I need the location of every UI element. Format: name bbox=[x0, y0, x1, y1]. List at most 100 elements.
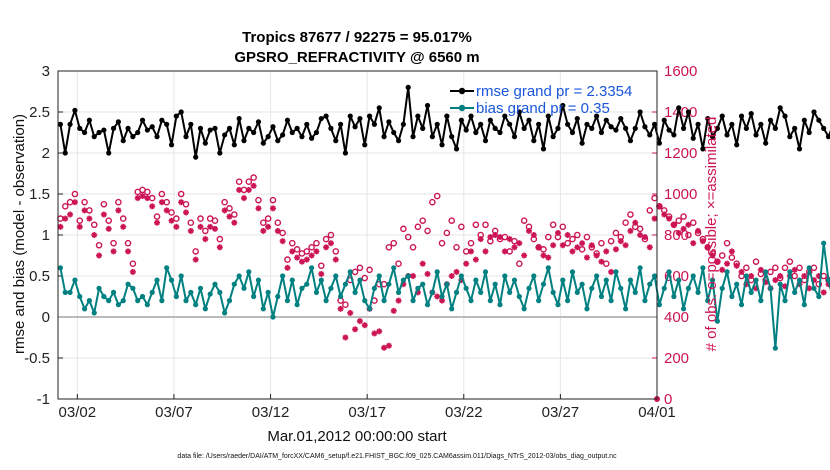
obs-assimilated-marker bbox=[525, 227, 532, 234]
rmse-point bbox=[415, 113, 421, 119]
rmse-point bbox=[106, 150, 112, 156]
obs-assimilated-marker bbox=[685, 221, 692, 228]
obs-assimilated-marker bbox=[294, 254, 301, 261]
obs-assimilated-marker bbox=[482, 248, 489, 255]
obs-assimilated-marker bbox=[236, 186, 243, 193]
bias-point bbox=[584, 306, 590, 312]
bias-point bbox=[275, 293, 281, 300]
rmse-point bbox=[821, 125, 827, 131]
rmse-point bbox=[787, 134, 793, 140]
rmse-point bbox=[468, 113, 474, 119]
bias-point bbox=[434, 269, 440, 275]
rmse-point bbox=[695, 121, 701, 127]
obs-possible-marker bbox=[100, 200, 108, 208]
obs-assimilated-marker bbox=[617, 238, 624, 245]
obs-assimilated-marker bbox=[313, 248, 320, 255]
y-left-tick-label: 2 bbox=[42, 145, 50, 162]
bias-point bbox=[796, 277, 803, 283]
obs-possible-marker bbox=[255, 196, 262, 204]
rmse-point bbox=[217, 150, 223, 156]
obs-assimilated-marker bbox=[806, 285, 813, 292]
rmse-point bbox=[289, 129, 295, 136]
rmse-point bbox=[260, 140, 266, 146]
obs-assimilated-marker bbox=[675, 229, 682, 236]
legend-bias-marker bbox=[458, 104, 466, 112]
rmse-point bbox=[371, 121, 378, 127]
rmse-point bbox=[521, 125, 527, 131]
obs-assimilated-marker bbox=[704, 244, 711, 251]
bias-point bbox=[468, 298, 474, 304]
obs-assimilated-marker bbox=[298, 258, 305, 265]
obs-assimilated-marker bbox=[709, 252, 716, 259]
obs-assimilated-marker bbox=[748, 273, 755, 279]
data-file-footer: data file: /Users/raeder/DAI/ATM_forcXX/… bbox=[177, 453, 617, 460]
obs-possible-marker bbox=[458, 223, 465, 231]
obs-assimilated-marker bbox=[352, 326, 359, 333]
obs-assimilated-marker bbox=[226, 213, 233, 220]
rmse-point bbox=[135, 129, 141, 136]
obs-possible-marker bbox=[187, 219, 195, 226]
rmse-point bbox=[381, 134, 387, 140]
obs-possible-marker bbox=[124, 239, 132, 247]
bias-point bbox=[376, 273, 382, 279]
obs-assimilated-marker bbox=[487, 234, 494, 241]
rmse-point bbox=[391, 129, 397, 136]
obs-assimilated-marker bbox=[183, 209, 190, 216]
rmse-point bbox=[154, 134, 160, 140]
bias-point bbox=[193, 302, 199, 308]
bias-point bbox=[569, 269, 576, 275]
bias-point bbox=[608, 298, 614, 304]
obs-assimilated-marker bbox=[395, 297, 402, 304]
rmse-point bbox=[647, 132, 653, 138]
axis-ticks: -1-0.500.511.522.53020040060080010001200… bbox=[24, 63, 697, 421]
rmse-point bbox=[613, 127, 619, 133]
rmse-point bbox=[560, 102, 566, 109]
bias-point bbox=[685, 285, 691, 291]
x-tick-label: 03/17 bbox=[348, 404, 386, 421]
bias-point bbox=[236, 273, 242, 279]
obs-possible-marker bbox=[636, 225, 644, 233]
bias-point bbox=[96, 285, 102, 291]
obs-assimilated-marker bbox=[463, 260, 470, 267]
rmse-point bbox=[67, 121, 73, 127]
rmse-point bbox=[656, 140, 663, 146]
obs-assimilated-marker bbox=[719, 266, 726, 273]
bias-point bbox=[516, 293, 522, 300]
obs-assimilated-marker bbox=[120, 223, 127, 230]
obs-assimilated-marker bbox=[187, 227, 194, 234]
rmse-point bbox=[347, 113, 353, 119]
x-tick-label: 03/07 bbox=[155, 404, 193, 421]
rmse-point bbox=[767, 117, 774, 123]
obs-possible-marker bbox=[404, 233, 412, 241]
rmse-point bbox=[144, 127, 150, 133]
bias-point bbox=[453, 289, 460, 295]
rmse-point bbox=[81, 129, 88, 136]
rmse-point bbox=[139, 117, 146, 123]
obs-possible-marker bbox=[288, 239, 296, 247]
rmse-point bbox=[207, 127, 213, 133]
rmse-point bbox=[589, 125, 595, 131]
rmse-point bbox=[231, 142, 237, 148]
rmse-point bbox=[222, 132, 228, 138]
rmse-point bbox=[284, 117, 291, 123]
obs-assimilated-marker bbox=[777, 273, 784, 279]
bias-point bbox=[318, 277, 324, 283]
rmse-point bbox=[294, 125, 300, 131]
obs-possible-marker bbox=[573, 231, 581, 239]
bias-point bbox=[391, 265, 397, 271]
bias-point bbox=[536, 298, 542, 304]
rmse-point bbox=[193, 154, 199, 160]
obs-possible-marker bbox=[168, 209, 175, 216]
obs-assimilated-marker bbox=[434, 293, 441, 300]
rmse-point bbox=[763, 140, 769, 146]
x-tick-label: 04/01 bbox=[638, 404, 676, 421]
rmse-point bbox=[357, 115, 363, 122]
bias-point bbox=[251, 293, 257, 300]
rmse-point bbox=[801, 117, 807, 123]
rmse-point bbox=[579, 140, 585, 146]
obs-assimilated-marker bbox=[197, 223, 204, 230]
obs-possible-marker bbox=[250, 174, 257, 181]
rmse-point bbox=[478, 121, 484, 127]
obs-assimilated-marker bbox=[608, 268, 615, 275]
obs-assimilated-marker bbox=[690, 240, 697, 247]
